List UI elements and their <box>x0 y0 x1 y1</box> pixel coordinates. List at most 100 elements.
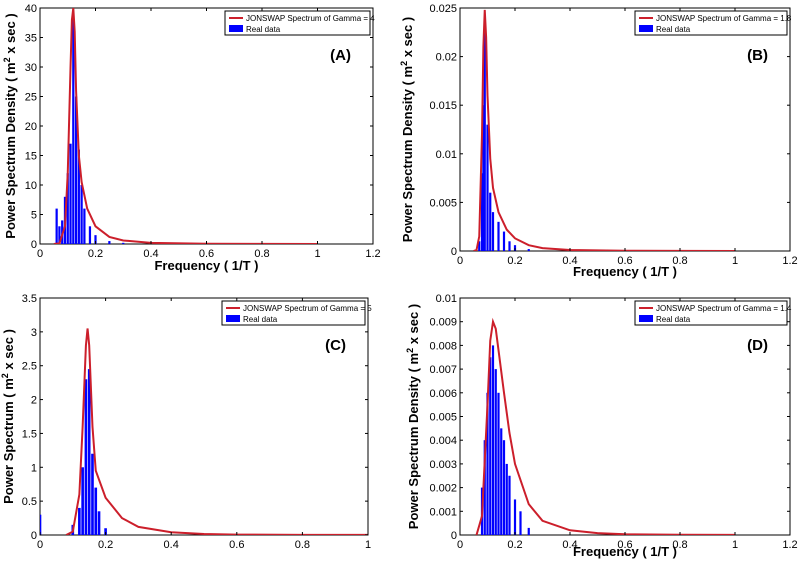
y-tick-label: 1 <box>31 462 37 474</box>
x-tick-label: 0.2 <box>507 539 522 551</box>
real-data-bar <box>491 212 495 251</box>
x-tick-label: 1.2 <box>782 539 797 551</box>
y-tick-label: 30 <box>25 62 37 74</box>
y-tick-label: 5 <box>31 210 37 222</box>
x-tick-label: 1 <box>314 248 320 260</box>
real-data-bar <box>40 514 42 535</box>
y-tick-label: 15 <box>25 151 37 163</box>
jonswap-line <box>475 317 736 535</box>
panel-label: (A) <box>330 47 351 64</box>
legend-label-jonswap: JONSWAP Spectrum of Gamma = 1.8 <box>656 14 792 23</box>
x-tick-label: 0.4 <box>143 248 158 260</box>
y-tick-label: 3.5 <box>22 293 37 305</box>
y-tick-label: 0.025 <box>429 3 457 15</box>
chart-panel-3: 0 0.2 0.4 0.6 0.8 1 0 0.5 1 1.5 2 2.5 3 3.5 Power Spec… <box>0 293 372 551</box>
y-tick-label: 10 <box>25 180 37 192</box>
x-tick-label: 1 <box>732 255 738 267</box>
real-data-bar <box>81 467 84 535</box>
x-tick-label: 0.2 <box>98 539 113 551</box>
legend-label-real-data: Real data <box>656 315 691 324</box>
x-tick-label: 0 <box>37 248 43 260</box>
jonswap-line <box>65 328 368 535</box>
y-tick-label: 2 <box>31 395 37 407</box>
real-data-bar <box>519 511 522 535</box>
real-data-bar <box>108 241 111 244</box>
real-data-bar <box>77 149 80 244</box>
legend-label-real-data: Real data <box>243 315 278 324</box>
x-tick-label: 1 <box>365 539 371 551</box>
real-data-bar <box>497 221 500 251</box>
real-data-bar <box>494 369 497 535</box>
real-data-bar <box>489 357 492 535</box>
real-data-bar <box>502 440 506 535</box>
real-data-bar <box>480 173 484 251</box>
y-tick-label: 25 <box>25 92 37 104</box>
real-data-bar <box>122 242 125 244</box>
x-tick-label: 0.4 <box>562 255 577 267</box>
y-tick-label: 0.005 <box>429 412 457 424</box>
real-data-bar <box>505 463 508 535</box>
x-tick-label: 0 <box>37 539 43 551</box>
real-data-bar <box>87 369 91 535</box>
y-tick-label: 0.003 <box>429 459 457 471</box>
x-tick-label: 0.6 <box>617 539 632 551</box>
x-tick-label: 1.2 <box>365 248 380 260</box>
real-data-bar <box>78 507 81 535</box>
real-data-bar <box>58 226 61 244</box>
chart-panel-1: 0 0.2 0.4 0.6 0.8 1 1.2 0 5 10 15 20 25 30 35 40 Frequen… <box>2 3 381 273</box>
legend-label-real-data: Real data <box>246 25 281 34</box>
real-data-bar <box>527 527 530 535</box>
legend-label-jonswap: JONSWAP Spectrum of Gamma = 5 <box>243 304 372 313</box>
y-tick-label: 0.004 <box>429 435 457 447</box>
real-data-bar <box>513 499 517 535</box>
panel-label: (D) <box>747 337 768 354</box>
x-tick-label: 0.6 <box>199 248 214 260</box>
x-axis-label: Frequency ( 1/T ) <box>573 264 677 279</box>
x-tick-label: 0.2 <box>507 255 522 267</box>
legend: JONSWAP Spectrum of Gamma = 5 Real data <box>221 300 372 326</box>
legend-bar-swatch <box>229 25 243 32</box>
y-tick-label: 0.009 <box>429 317 457 329</box>
real-data-bar <box>66 173 69 244</box>
y-axis-label: Power Spectrum Density ( m2 x sec ) <box>2 13 18 238</box>
x-tick-label: 0 <box>457 255 463 267</box>
real-data-bar <box>491 345 495 535</box>
real-data-bar <box>94 487 98 535</box>
x-tick-label: 1 <box>732 539 738 551</box>
data-layer <box>475 317 736 535</box>
panel-label: (C) <box>325 337 346 354</box>
y-axis-label: Power Spectrum ( m2 x sec ) <box>0 329 16 504</box>
real-data-bar <box>84 379 88 535</box>
y-tick-label: 0.015 <box>429 100 457 112</box>
x-tick-label: 0.6 <box>617 255 632 267</box>
y-tick-label: 35 <box>25 33 37 45</box>
real-data-bar <box>104 528 107 535</box>
y-axis-label: Power Spectrum Density ( m2 x sec ) <box>405 304 421 529</box>
real-data-bar <box>55 208 58 244</box>
y-tick-label: 1.5 <box>22 428 37 440</box>
x-tick-label: 0.8 <box>672 255 687 267</box>
y-tick-label: 0 <box>451 530 457 542</box>
real-data-bar <box>80 185 83 244</box>
x-tick-label: 0.2 <box>88 248 103 260</box>
legend-box <box>634 300 788 326</box>
real-data-bar <box>74 96 78 244</box>
y-tick-label: 0.001 <box>429 506 457 518</box>
y-tick-label: 3 <box>31 327 37 339</box>
legend-bar-swatch <box>226 315 240 322</box>
x-axis-label: Frequency ( 1/T ) <box>573 544 677 559</box>
legend-box <box>634 10 788 36</box>
real-data-bar <box>527 249 530 251</box>
legend: JONSWAP Spectrum of Gamma = 1.4 Real data <box>634 300 792 326</box>
y-tick-label: 0.5 <box>22 496 37 508</box>
y-tick-label: 0.01 <box>436 149 457 161</box>
real-data-bar <box>502 231 506 251</box>
x-tick-label: 0 <box>457 539 463 551</box>
legend-label-jonswap: JONSWAP Spectrum of Gamma = 1.4 <box>656 304 792 313</box>
legend-label-jonswap: JONSWAP Spectrum of Gamma = 4 <box>246 14 375 23</box>
legend-box <box>221 300 366 326</box>
x-tick-label: 0.4 <box>562 539 577 551</box>
real-data-bar <box>88 226 92 244</box>
x-tick-label: 0.6 <box>229 539 244 551</box>
